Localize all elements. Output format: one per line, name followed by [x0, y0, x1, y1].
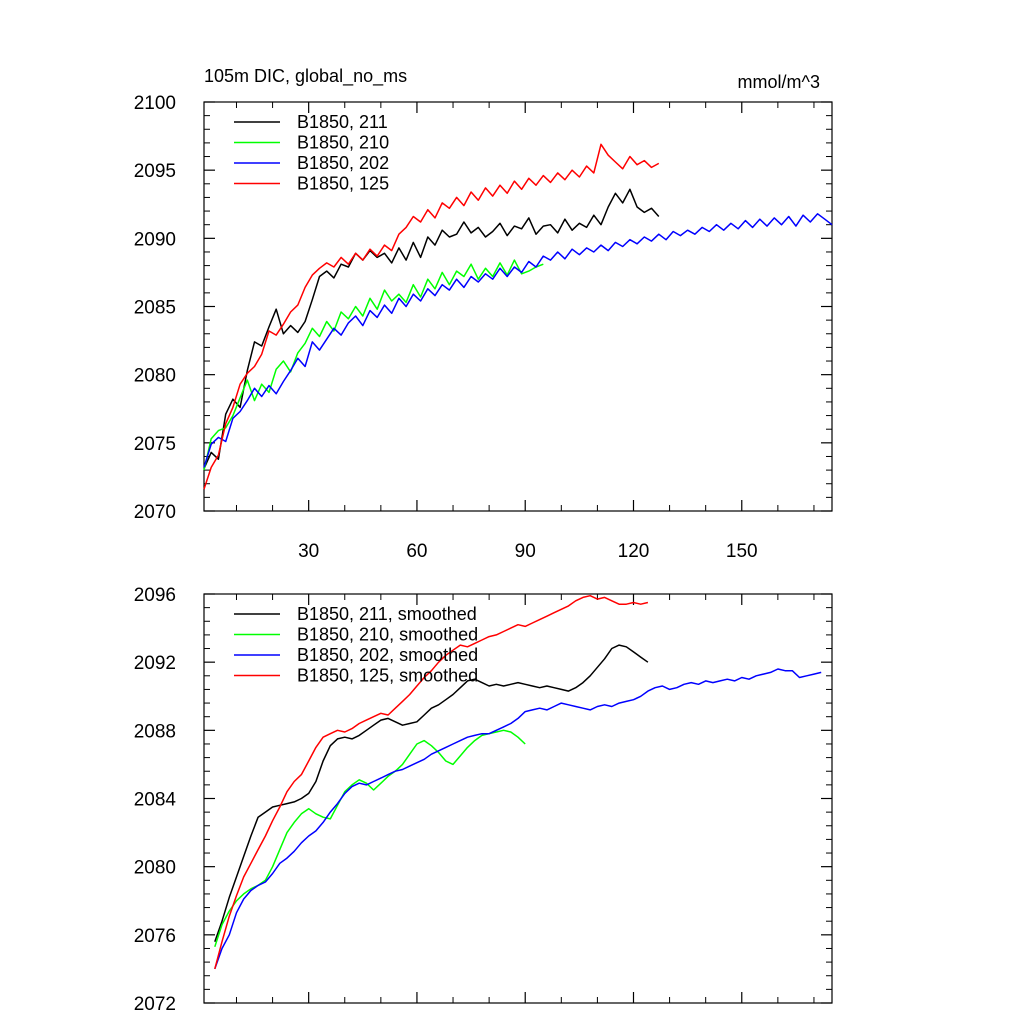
y-tick-label: 2070: [134, 502, 176, 523]
series-line: [203, 188, 660, 470]
series-line: [214, 594, 649, 970]
series-line: [214, 668, 822, 970]
y-tick-label: 2085: [134, 298, 176, 319]
y-tick-label: 2075: [134, 434, 176, 455]
y-tick-label: 2088: [134, 721, 176, 742]
bottom-panel: 2072 2076 2080 2084 2088 2092 2096 B1850, 211, …: [134, 585, 833, 1015]
legend-label: B1850, 211, smoothed: [297, 604, 477, 624]
x-tick-label: 120: [618, 541, 650, 562]
panel-units: mmol/m^3: [738, 72, 820, 92]
y-tick-label: 2072: [134, 994, 176, 1015]
legend-label: B1850, 202: [297, 153, 389, 173]
y-tick-label: 2100: [134, 93, 176, 114]
series-line: [214, 644, 649, 942]
legend-label: B1850, 210, smoothed: [297, 625, 478, 645]
y-tick-label: 2092: [134, 653, 176, 674]
series-line: [203, 213, 833, 468]
legend-label: B1850, 202, smoothed: [297, 645, 478, 665]
y-tick-label: 2084: [134, 790, 177, 811]
x-tick-label: 150: [726, 541, 758, 562]
x-tick-label: 60: [406, 541, 427, 562]
y-tick-label: 2076: [134, 926, 176, 947]
y-tick-label: 2080: [134, 858, 176, 879]
series-line: [203, 143, 660, 490]
panel-title: 105m DIC, global_no_ms: [204, 66, 407, 87]
legend-label: B1850, 125, smoothed: [297, 666, 478, 686]
legend-label: B1850, 125: [297, 174, 389, 194]
y-tick-label: 2096: [134, 585, 176, 606]
series-line: [214, 729, 526, 948]
legend-label: B1850, 211: [297, 112, 388, 132]
top-panel: 105m DIC, global_no_ms mmol/m^3 2070 2075…: [134, 66, 833, 562]
x-tick-label: 30: [298, 541, 319, 562]
x-tick-label: 90: [515, 541, 536, 562]
legend-label: B1850, 210: [297, 133, 389, 153]
y-tick-label: 2090: [134, 229, 176, 250]
series-line: [203, 259, 544, 471]
y-tick-label: 2080: [134, 366, 176, 387]
y-tick-label: 2095: [134, 161, 176, 182]
